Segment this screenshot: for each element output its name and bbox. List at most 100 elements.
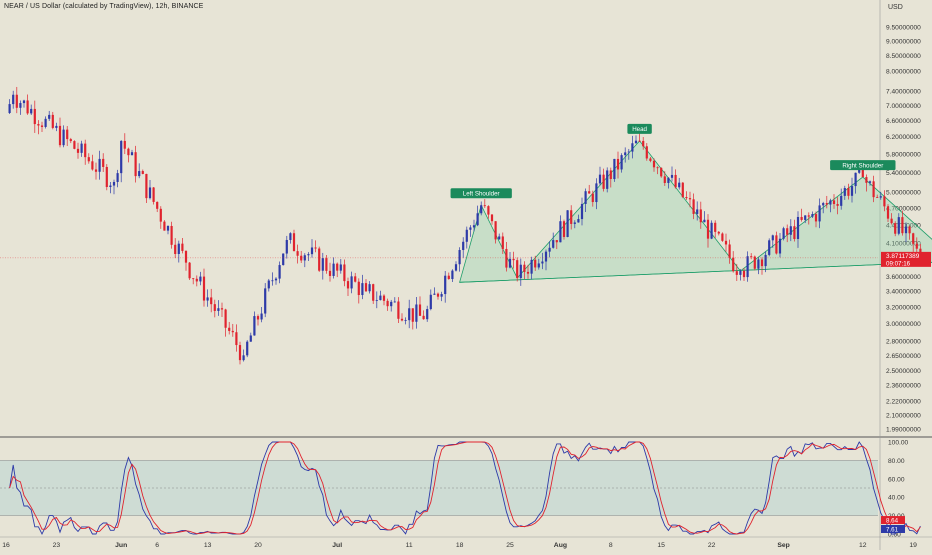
- candle-body: [782, 228, 785, 239]
- time-tick-label: 6: [155, 542, 159, 549]
- candle-body: [854, 172, 857, 187]
- candle-body: [656, 167, 659, 169]
- candle-body: [382, 295, 386, 301]
- candle-body: [908, 226, 911, 234]
- candle-body: [246, 341, 249, 356]
- stoch-tick-label: 80.00: [888, 458, 905, 465]
- candle-body: [184, 250, 188, 263]
- candle-body: [652, 160, 656, 168]
- time-tick-label: Jul: [332, 542, 342, 549]
- candle-body: [120, 140, 123, 174]
- candle-body: [778, 238, 782, 254]
- candle-body: [69, 139, 72, 142]
- candle-body: [458, 250, 461, 265]
- price-tick-label: 3.40000000: [886, 289, 921, 296]
- candle-body: [840, 195, 843, 206]
- candle-body: [433, 293, 436, 295]
- candle-body: [757, 259, 760, 269]
- candle-body: [33, 108, 36, 125]
- candle-body: [393, 301, 396, 303]
- time-tick-label: 12: [859, 542, 867, 549]
- candle-body: [379, 295, 382, 301]
- price-tick-label: 5.40000000: [886, 170, 921, 177]
- right-shoulder-label-bg: [830, 160, 896, 171]
- candle-body: [282, 253, 285, 266]
- candle-body: [573, 222, 576, 224]
- candle-body: [476, 213, 479, 226]
- candle-body: [375, 300, 378, 301]
- price-tick-label: 2.10000000: [886, 413, 921, 420]
- stoch-tick-label: 100.00: [888, 440, 909, 447]
- candle-body: [199, 276, 202, 282]
- stoch-tick-label: 60.00: [888, 476, 905, 483]
- candle-body: [429, 294, 432, 310]
- candle-body: [408, 308, 411, 321]
- candle-body: [609, 170, 612, 180]
- candle-body: [750, 256, 753, 258]
- stoch-d-value: 7.61: [886, 526, 899, 533]
- candle-body: [94, 169, 98, 172]
- candle-body: [714, 222, 717, 232]
- candle-body: [58, 125, 62, 146]
- candle-body: [84, 143, 87, 158]
- candle-body: [886, 206, 890, 219]
- candle-body: [217, 308, 220, 311]
- candle-body: [566, 210, 569, 237]
- price-tick-label: 5.00000000: [886, 190, 921, 197]
- candle-body: [577, 219, 580, 223]
- candle-body: [602, 174, 605, 189]
- candle-body: [814, 214, 818, 222]
- price-tick-label: 4.70000000: [886, 205, 921, 212]
- candle-body: [796, 216, 800, 239]
- candle-body: [822, 203, 825, 206]
- candle-body: [508, 258, 512, 268]
- candle-body: [159, 208, 162, 222]
- time-tick-label: Aug: [554, 542, 567, 549]
- candle-body: [825, 203, 828, 205]
- candle-body: [631, 143, 634, 152]
- candle-body: [397, 301, 400, 319]
- candle-body: [454, 264, 458, 271]
- time-tick-label: 13: [204, 542, 212, 549]
- candle-body: [681, 182, 684, 198]
- candle-body: [418, 304, 422, 316]
- candle-body: [760, 259, 764, 267]
- candle-body: [285, 239, 288, 254]
- candle-body: [62, 129, 65, 146]
- candle-body: [314, 247, 317, 249]
- candle-body: [552, 240, 555, 248]
- candle-body: [537, 263, 540, 268]
- candle-body: [415, 304, 418, 322]
- candle-body: [224, 309, 227, 328]
- candle-body: [793, 226, 796, 239]
- candle-body: [141, 171, 144, 174]
- candle-body: [303, 255, 306, 261]
- candle-body: [116, 173, 119, 182]
- stoch-band: [0, 460, 878, 516]
- time-tick-label: 15: [657, 542, 665, 549]
- candle-body: [37, 124, 40, 126]
- candles: [8, 86, 922, 365]
- candle-body: [26, 100, 29, 114]
- price-tick-label: 3.00000000: [886, 321, 921, 328]
- candle-body: [678, 182, 681, 188]
- countdown-value: 09:07:16: [886, 260, 911, 267]
- left-shoulder-label-text: Left Shoulder: [463, 190, 500, 197]
- price-tick-label: 3.20000000: [886, 304, 921, 311]
- candle-body: [256, 316, 260, 320]
- candle-body: [742, 270, 746, 278]
- candle-body: [411, 308, 414, 322]
- candle-body: [883, 196, 886, 207]
- candle-body: [598, 174, 602, 184]
- candle-body: [148, 187, 152, 199]
- candle-body: [48, 114, 51, 119]
- candle-body: [177, 243, 180, 254]
- time-tick-label: Sep: [777, 542, 789, 549]
- candle-body: [19, 103, 22, 108]
- price-tick-label: 5.80000000: [886, 151, 921, 158]
- candle-body: [505, 248, 508, 268]
- candle-body: [645, 146, 648, 159]
- candle-body: [235, 332, 238, 346]
- candle-body: [462, 241, 465, 251]
